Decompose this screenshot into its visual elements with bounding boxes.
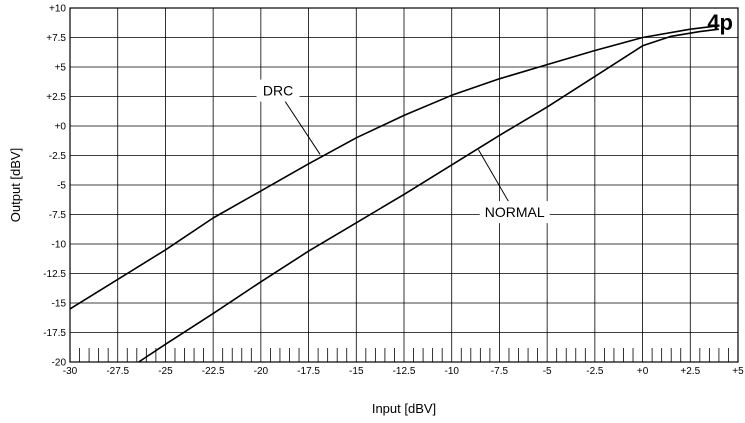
- y-tick-label: -2.5: [49, 151, 67, 162]
- y-tick-label: +0: [55, 122, 67, 133]
- y-axis-label: Output [dBV]: [8, 148, 23, 222]
- x-tick-label: -10: [444, 366, 459, 377]
- x-tick-label: +2.5: [680, 366, 700, 377]
- series-line-drc: [69, 24, 719, 310]
- annotation-label-drc: DRC: [263, 83, 293, 99]
- minor-ticks: [79, 348, 729, 362]
- annotation-box-drc: [256, 79, 300, 102]
- annotations: DRC NORMAL: [256, 79, 550, 224]
- x-tick-label: -27.5: [106, 366, 129, 377]
- x-tick-label: -7.5: [491, 366, 509, 377]
- brand-logo: 4p: [707, 10, 733, 35]
- x-tick-label: +0: [637, 366, 649, 377]
- x-tick-label: -5: [543, 366, 552, 377]
- x-tick-label: -20: [254, 366, 269, 377]
- y-tick-label: +7.5: [46, 33, 66, 44]
- annotation-label-normal: NORMAL: [485, 204, 545, 220]
- y-tick-label: +5: [55, 63, 67, 74]
- plot-frame: [69, 7, 739, 363]
- x-tick-label: -15: [349, 366, 364, 377]
- x-tick-label: -12.5: [393, 366, 416, 377]
- x-axis-label: Input [dBV]: [372, 401, 436, 416]
- grid: [70, 8, 738, 362]
- x-tick-label: -17.5: [297, 366, 320, 377]
- x-tick-label: -25: [158, 366, 173, 377]
- y-tick-labels: +10 +7.5 +5 +2.5 +0 -2.5 -5 -7.5 -10 -12.5 -15 -17.…: [43, 4, 66, 369]
- series-layer: [69, 24, 719, 363]
- annotation-box-normal: [479, 201, 550, 224]
- y-tick-label: -10: [52, 240, 67, 251]
- x-tick-label: -2.5: [586, 366, 604, 377]
- y-tick-label: +2.5: [46, 92, 66, 103]
- y-tick-label: +10: [49, 4, 66, 15]
- x-tick-label: -22.5: [202, 366, 225, 377]
- x-tick-label: -30: [63, 366, 78, 377]
- y-tick-label: -12.5: [43, 269, 66, 280]
- y-tick-label: -20: [52, 358, 67, 369]
- y-tick-label: -7.5: [49, 210, 67, 221]
- series-line-normal: [138, 28, 719, 363]
- x-tick-labels: -30 -27.5 -25 -22.5 -20 -17.5 -15 -12.5 -10 -7.5 -…: [63, 366, 744, 377]
- x-tick-label: +5: [732, 366, 744, 377]
- y-tick-label: -17.5: [43, 328, 66, 339]
- y-tick-label: -5: [57, 181, 66, 192]
- y-tick-label: -15: [52, 299, 67, 310]
